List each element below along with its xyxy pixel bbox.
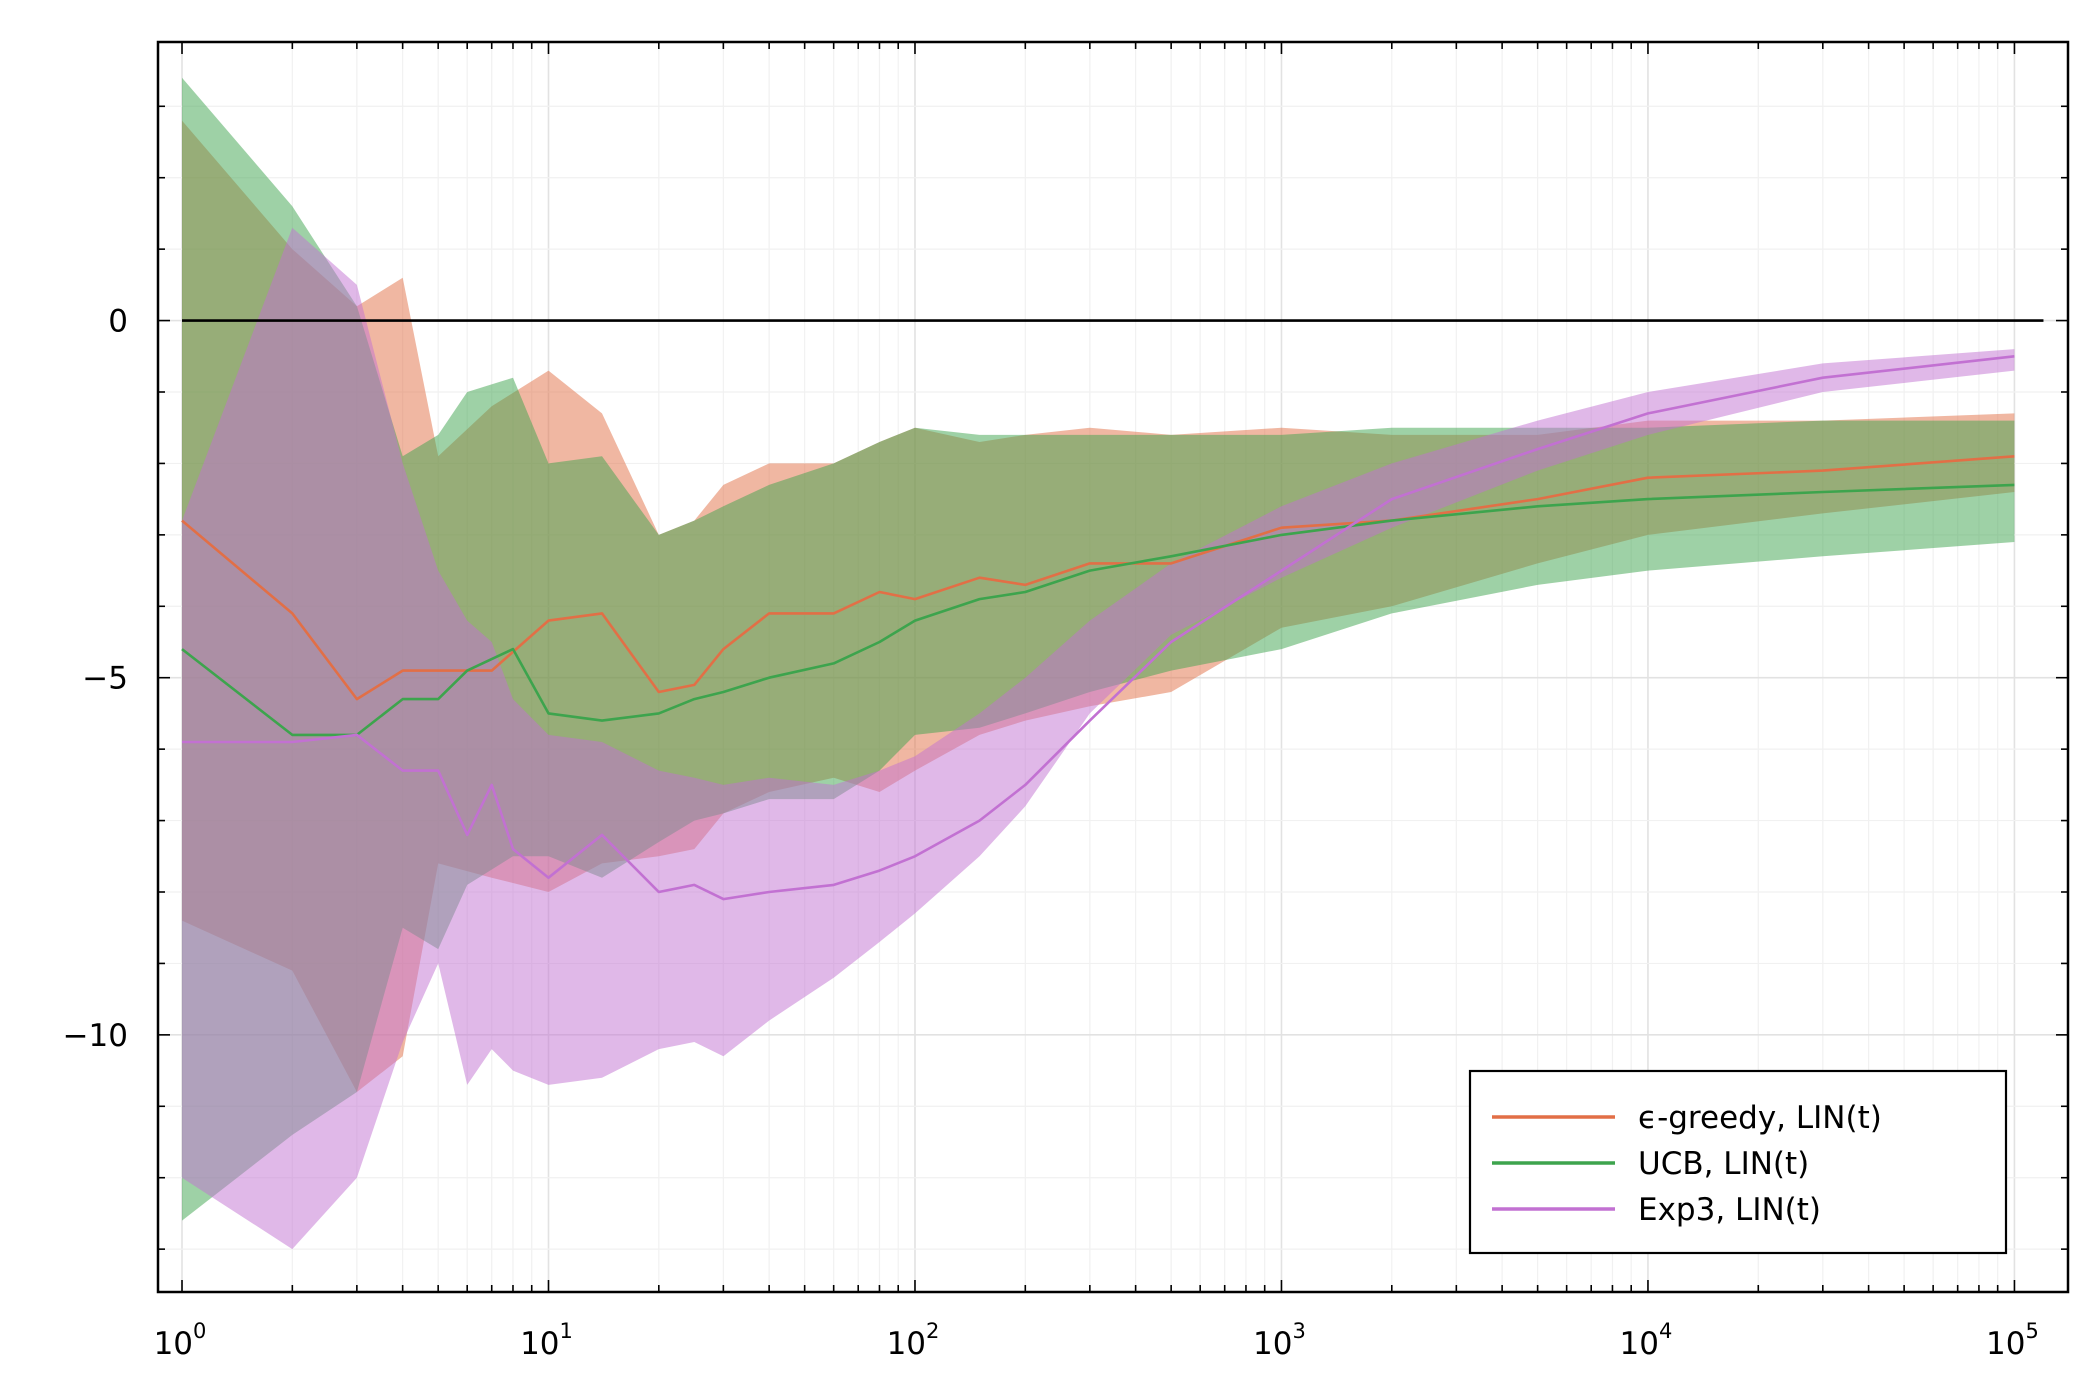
x-tick-exponent: 4 <box>1659 1319 1672 1343</box>
x-tick-base: 10 <box>887 1326 926 1362</box>
x-tick-exponent: 3 <box>1293 1319 1306 1343</box>
legend: ϵ-greedy, LIN(t) UCB, LIN(t) Exp3, LIN(t) <box>1468 1069 2008 1255</box>
y-tick-label: 0 <box>108 304 128 340</box>
x-tick-base: 10 <box>1620 1326 1659 1362</box>
x-tick-label: 104 <box>1620 1319 1673 1362</box>
x-tick-exponent: 0 <box>193 1319 206 1343</box>
line-series-2 <box>182 355 2015 901</box>
x-tick-label: 100 <box>154 1319 207 1362</box>
x-tick-label: 102 <box>887 1319 940 1362</box>
x-tick-label: 101 <box>520 1319 573 1362</box>
confidence-bands <box>182 77 2015 1250</box>
x-tick-base: 10 <box>154 1326 193 1362</box>
x-tick-label: 103 <box>1253 1319 1306 1362</box>
x-tick-base: 10 <box>520 1326 559 1362</box>
x-tick-exponent: 2 <box>926 1319 939 1343</box>
y-tick-label: −10 <box>63 1018 128 1054</box>
x-tick-base: 10 <box>1986 1326 2025 1362</box>
x-tick-label: 105 <box>1986 1319 2039 1362</box>
x-tick-base: 10 <box>1253 1326 1292 1362</box>
legend-label-1: UCB, LIN(t) <box>1638 1146 1809 1182</box>
band-series-2 <box>182 227 2015 1250</box>
x-tick-exponent: 5 <box>2025 1319 2038 1343</box>
legend-label-0: ϵ-greedy, LIN(t) <box>1638 1100 1882 1136</box>
line-series-1 <box>181 483 2015 737</box>
legend-label-2: Exp3, LIN(t) <box>1638 1192 1821 1228</box>
plot-frame <box>156 40 2070 1294</box>
y-tick-label: −5 <box>82 661 128 697</box>
series-lines <box>181 355 2015 901</box>
x-tick-exponent: 1 <box>560 1319 573 1343</box>
